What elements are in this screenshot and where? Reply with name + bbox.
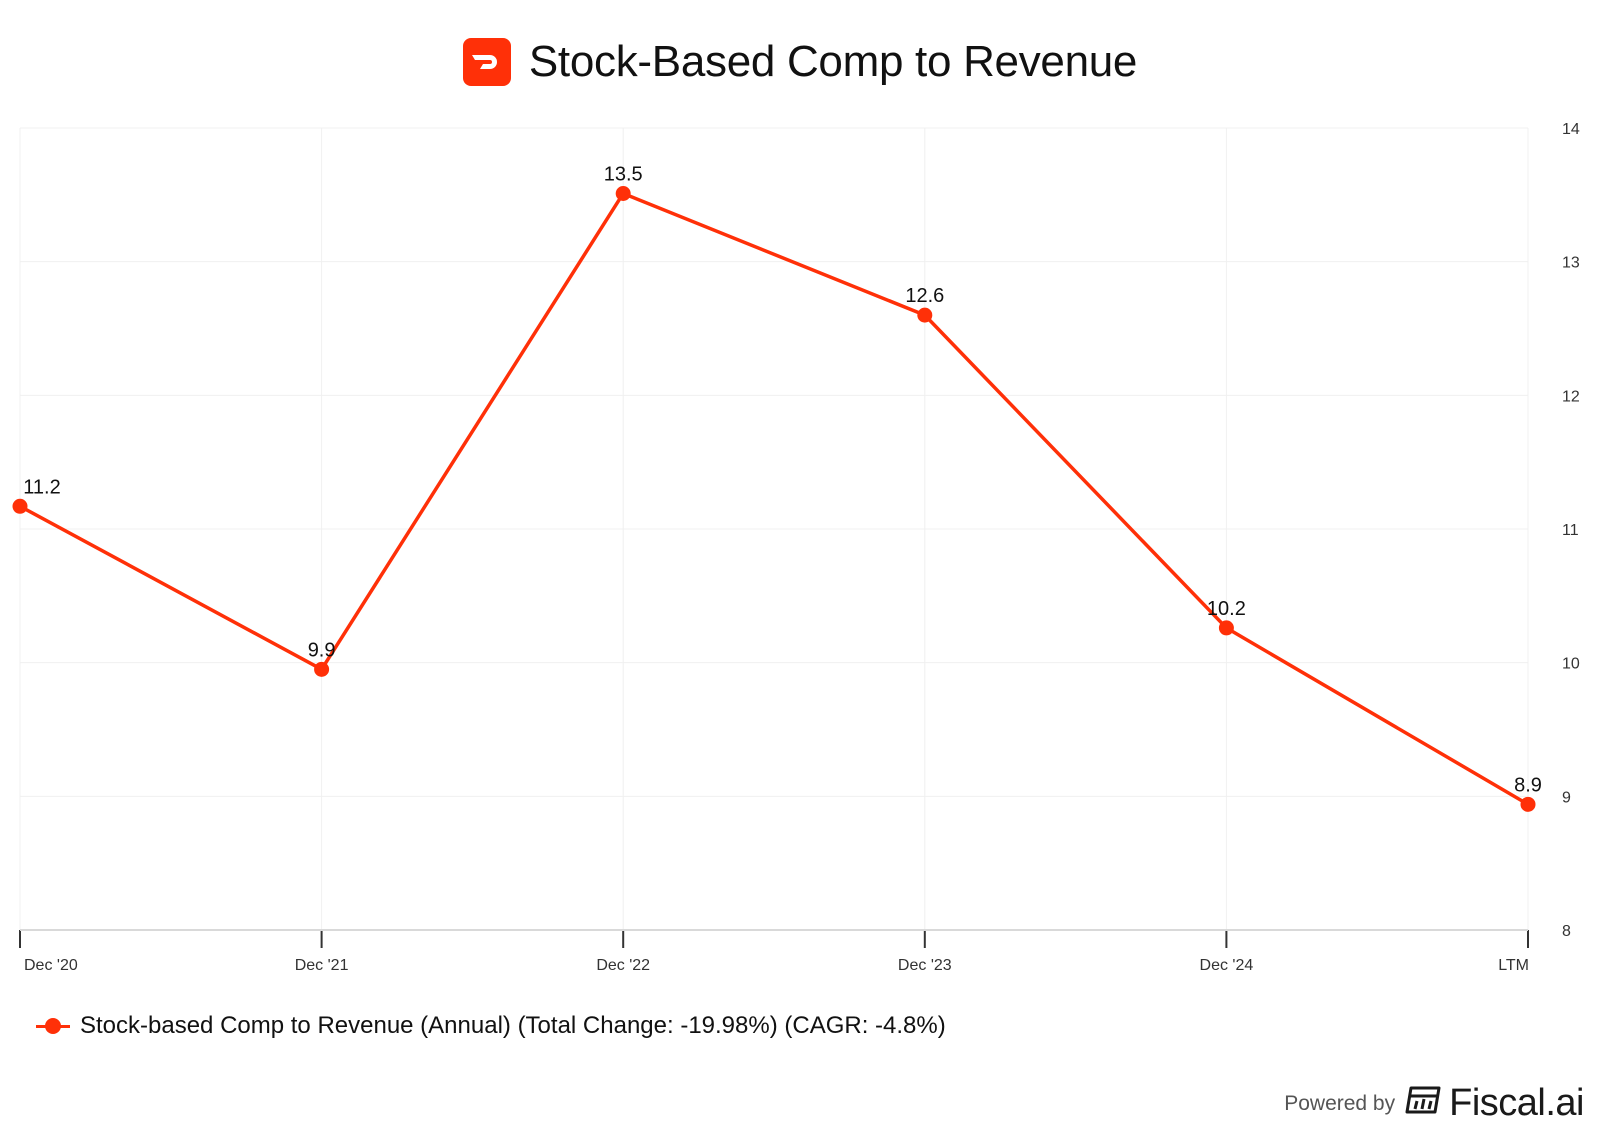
data-label-1: 9.9: [308, 639, 336, 661]
doordash-logo-icon: [462, 38, 511, 86]
legend-label: Stock-based Comp to Revenue (Annual) (To…: [80, 1012, 946, 1039]
chart-legend[interactable]: Stock-based Comp to Revenue (Annual) (To…: [36, 1012, 946, 1040]
data-label-4: 10.2: [1207, 598, 1246, 620]
x-tick-label-0: Dec '20: [24, 957, 78, 974]
y-tick-label-0: 8: [1562, 923, 1571, 940]
legend-marker-icon: [36, 1016, 70, 1036]
x-tick-label-3: Dec '23: [898, 957, 952, 974]
y-tick-label-6: 14: [1562, 121, 1580, 138]
line-chart: 8 9 10 11 12 13 14 Dec '20 Dec '21 Dec '22 Dec '23…: [12, 121, 1580, 974]
data-point-5: [1520, 796, 1536, 812]
chart-title: Stock-Based Comp to Revenue: [528, 37, 1138, 86]
data-label-0: 11.2: [23, 476, 60, 498]
data-label-2: 13.5: [604, 163, 643, 185]
y-tick-label-3: 11: [1562, 522, 1579, 539]
y-tick-label-2: 10: [1562, 656, 1580, 673]
data-point-4: [1218, 620, 1234, 636]
series-line-0: [19, 191, 1529, 806]
data-label-5: 8.9: [1514, 774, 1542, 796]
y-tick-label-5: 13: [1562, 255, 1580, 272]
y-tick-label-4: 12: [1562, 388, 1580, 405]
footer: Powered by Fiscal.ai: [1284, 1082, 1584, 1125]
data-point-2: [615, 185, 631, 201]
chart-header: Stock-Based Comp to Revenue: [0, 32, 1600, 92]
x-tick-label-1: Dec '21: [295, 957, 349, 974]
fiscal-ai-logo-icon: [1405, 1082, 1441, 1125]
y-tick-label-1: 9: [1562, 789, 1571, 806]
data-point-1: [314, 661, 330, 677]
fiscal-ai-brand[interactable]: Fiscal.ai: [1405, 1082, 1584, 1125]
x-tick-label-5: LTM: [1498, 957, 1529, 974]
fiscal-ai-brand-text: Fiscal.ai: [1449, 1082, 1584, 1124]
x-tick-label-2: Dec '22: [596, 957, 650, 974]
data-point-0: [12, 498, 28, 514]
powered-by-text: Powered by: [1284, 1091, 1396, 1115]
data-label-3: 12.6: [905, 285, 944, 307]
data-point-3: [917, 307, 933, 323]
x-tick-label-4: Dec '24: [1200, 957, 1254, 974]
